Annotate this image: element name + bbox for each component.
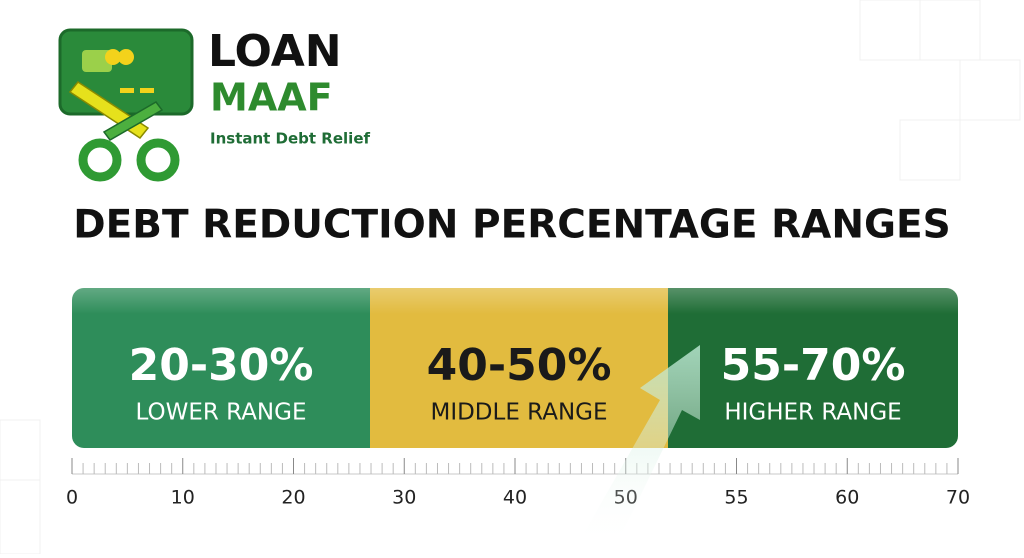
arrow <box>580 345 700 548</box>
segment-sheen <box>668 288 958 314</box>
title: DEBT REDUCTION PERCENTAGE RANGES <box>73 203 950 248</box>
range-label: LOWER RANGE <box>135 400 306 426</box>
scale-label: 55 <box>724 487 748 509</box>
segment-fill <box>668 288 958 448</box>
range-segment: 40-50% MIDDLE RANGE <box>370 288 668 448</box>
range-label: HIGHER RANGE <box>724 400 901 426</box>
segment-sheen <box>370 288 668 314</box>
range-value: 20-30% <box>129 340 314 391</box>
logo-icon <box>58 28 194 182</box>
scale-label: 40 <box>503 487 527 509</box>
range-segment: 55-70% HIGHER RANGE <box>668 288 958 448</box>
logo-line1: LOAN <box>208 26 342 77</box>
scale-label: 70 <box>946 487 970 509</box>
range-value: 55-70% <box>721 340 906 391</box>
scale-label: 0 <box>66 487 78 509</box>
scale: 01020304050556070 <box>66 458 970 509</box>
scale-label: 10 <box>171 487 195 509</box>
range-label: MIDDLE RANGE <box>430 400 607 426</box>
scale-label: 30 <box>392 487 416 509</box>
logo-line2: MAAF <box>210 76 333 120</box>
segment-fill <box>370 288 668 448</box>
segment-sheen <box>72 288 370 314</box>
range-segment: 20-30% LOWER RANGE <box>72 288 370 448</box>
range-value: 40-50% <box>427 340 612 391</box>
logo-tagline: Instant Debt Relief <box>210 130 370 148</box>
range-bar: 20-30% LOWER RANGE 40-50% MIDDLE RANGE 55-70… <box>72 288 958 448</box>
segment-fill <box>72 288 370 448</box>
scale-label: 60 <box>835 487 859 509</box>
scale-label: 20 <box>281 487 305 509</box>
